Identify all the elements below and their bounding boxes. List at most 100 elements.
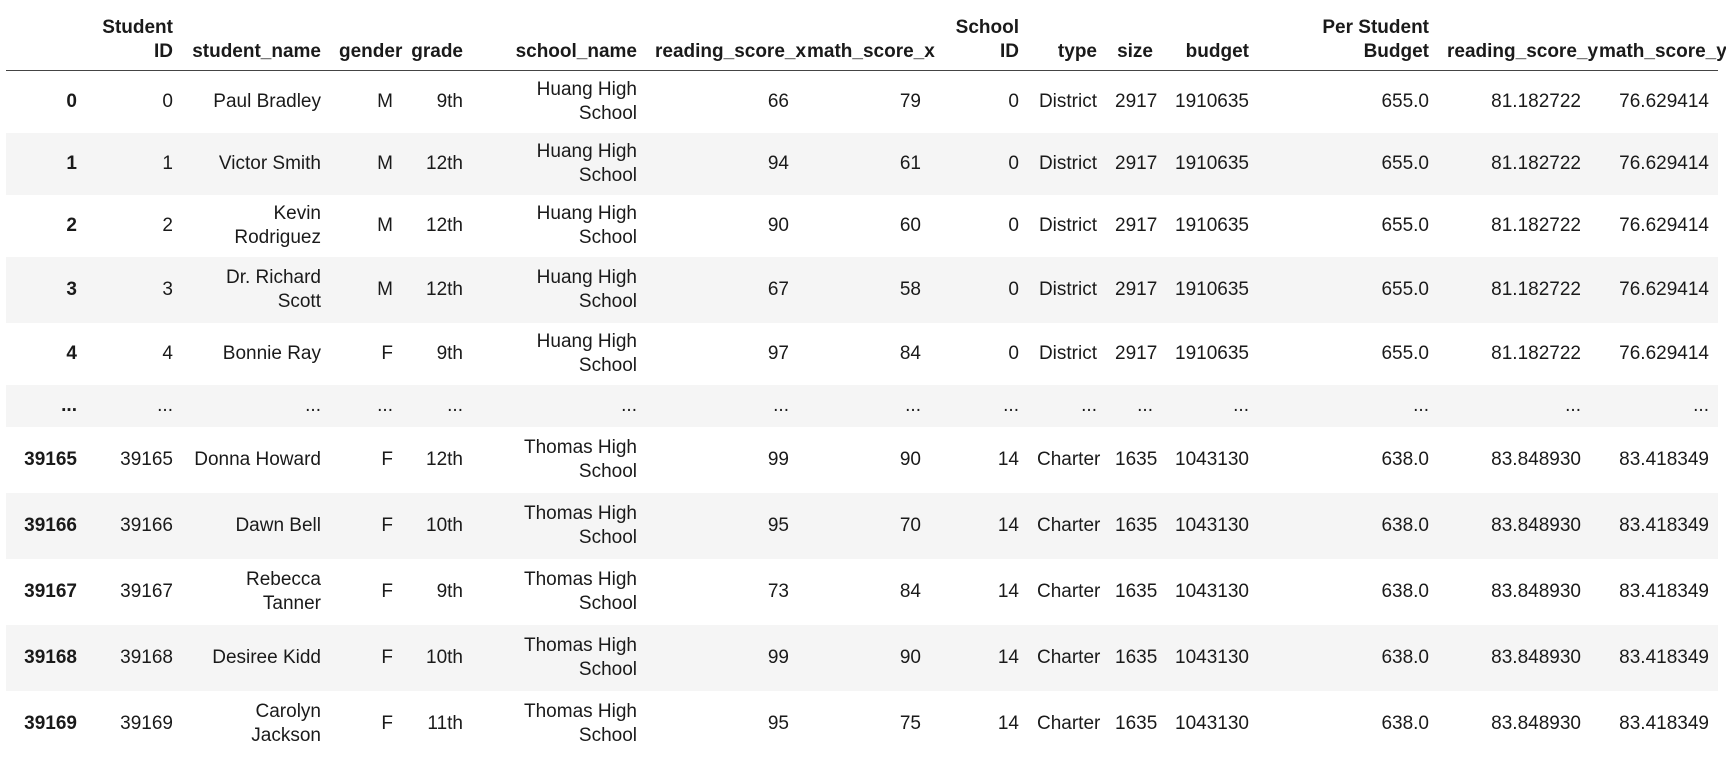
gender-cell: M — [330, 71, 402, 134]
reading-score-y-cell: 83.848930 — [1438, 427, 1590, 493]
type-cell: District — [1028, 323, 1106, 385]
math-score-y-cell: 76.629414 — [1590, 323, 1718, 385]
math-score-y-cell: 76.629414 — [1590, 71, 1718, 134]
school-name-cell: Huang High School — [472, 71, 646, 134]
student-id-cell: 39168 — [86, 625, 182, 691]
student-id-cell: 3 — [86, 257, 182, 323]
math-score-x-cell: 61 — [798, 133, 930, 195]
grade-cell: 12th — [402, 427, 472, 493]
math-score-x-cell: 79 — [798, 71, 930, 134]
per-student-budget-cell: 655.0 — [1258, 133, 1438, 195]
budget-cell: 1910635 — [1162, 133, 1258, 195]
row-index-cell: 3 — [6, 257, 86, 323]
column-header-student-name: student_name — [182, 8, 330, 71]
row-index-cell: 39169 — [6, 691, 86, 757]
student-name-cell: ... — [182, 385, 330, 427]
grade-cell: ... — [402, 385, 472, 427]
student-name-cell: Dr. Richard Scott — [182, 257, 330, 323]
math-score-x-cell: ... — [798, 385, 930, 427]
row-index-cell: ... — [6, 385, 86, 427]
student-name-cell: Paul Bradley — [182, 71, 330, 134]
column-header-reading-score-y: reading_score_y — [1438, 8, 1590, 71]
type-cell: Charter — [1028, 625, 1106, 691]
student-id-cell: 39169 — [86, 691, 182, 757]
gender-cell: F — [330, 323, 402, 385]
size-cell: 2917 — [1106, 323, 1162, 385]
math-score-x-cell: 60 — [798, 195, 930, 257]
reading-score-x-cell: 67 — [646, 257, 798, 323]
type-cell: Charter — [1028, 559, 1106, 625]
budget-cell: 1910635 — [1162, 195, 1258, 257]
budget-cell: ... — [1162, 385, 1258, 427]
per-student-budget-cell: 655.0 — [1258, 71, 1438, 134]
reading-score-x-cell: 99 — [646, 625, 798, 691]
type-cell: District — [1028, 71, 1106, 134]
row-index-cell: 2 — [6, 195, 86, 257]
student-id-cell: 39165 — [86, 427, 182, 493]
math-score-y-cell: 83.418349 — [1590, 427, 1718, 493]
row-index-cell: 0 — [6, 71, 86, 134]
type-cell: District — [1028, 195, 1106, 257]
student-name-cell: Carolyn Jackson — [182, 691, 330, 757]
type-cell: Charter — [1028, 427, 1106, 493]
student-name-cell: Victor Smith — [182, 133, 330, 195]
type-cell: ... — [1028, 385, 1106, 427]
type-cell: District — [1028, 133, 1106, 195]
budget-cell: 1910635 — [1162, 257, 1258, 323]
school-id-cell: 14 — [930, 427, 1028, 493]
math-score-y-cell: 83.418349 — [1590, 493, 1718, 559]
student-id-cell: 0 — [86, 71, 182, 134]
column-header-math-score-y: math_score_y — [1590, 8, 1718, 71]
type-cell: Charter — [1028, 493, 1106, 559]
school-id-cell: ... — [930, 385, 1028, 427]
grade-cell: 12th — [402, 257, 472, 323]
grade-cell: 12th — [402, 195, 472, 257]
grade-cell: 9th — [402, 71, 472, 134]
reading-score-y-cell: 81.182722 — [1438, 195, 1590, 257]
math-score-y-cell: 76.629414 — [1590, 195, 1718, 257]
reading-score-x-cell: ... — [646, 385, 798, 427]
student-name-cell: Desiree Kidd — [182, 625, 330, 691]
gender-cell: F — [330, 493, 402, 559]
reading-score-y-cell: ... — [1438, 385, 1590, 427]
per-student-budget-cell: 638.0 — [1258, 559, 1438, 625]
reading-score-x-cell: 66 — [646, 71, 798, 134]
column-header-type: type — [1028, 8, 1106, 71]
math-score-x-cell: 70 — [798, 493, 930, 559]
gender-cell: M — [330, 133, 402, 195]
size-cell: 1635 — [1106, 625, 1162, 691]
column-header-grade: grade — [402, 8, 472, 71]
budget-cell: 1910635 — [1162, 71, 1258, 134]
school-name-cell: Thomas High School — [472, 427, 646, 493]
school-id-cell: 0 — [930, 257, 1028, 323]
column-header-school-name: school_name — [472, 8, 646, 71]
reading-score-x-cell: 73 — [646, 559, 798, 625]
reading-score-y-cell: 83.848930 — [1438, 625, 1590, 691]
table-row: ........................................… — [6, 385, 1718, 427]
school-name-cell: Thomas High School — [472, 493, 646, 559]
dataframe-table: Student ID student_name gender grade sch… — [6, 8, 1718, 757]
student-name-cell: Donna Howard — [182, 427, 330, 493]
type-cell: Charter — [1028, 691, 1106, 757]
budget-cell: 1043130 — [1162, 625, 1258, 691]
reading-score-y-cell: 83.848930 — [1438, 691, 1590, 757]
student-id-cell: 4 — [86, 323, 182, 385]
size-cell: 1635 — [1106, 559, 1162, 625]
size-cell: 2917 — [1106, 257, 1162, 323]
per-student-budget-cell: 638.0 — [1258, 691, 1438, 757]
per-student-budget-cell: 655.0 — [1258, 323, 1438, 385]
math-score-x-cell: 90 — [798, 625, 930, 691]
math-score-x-cell: 75 — [798, 691, 930, 757]
budget-cell: 1043130 — [1162, 427, 1258, 493]
math-score-x-cell: 84 — [798, 323, 930, 385]
student-id-cell: 1 — [86, 133, 182, 195]
per-student-budget-cell: 638.0 — [1258, 493, 1438, 559]
school-id-cell: 14 — [930, 625, 1028, 691]
size-cell: 1635 — [1106, 427, 1162, 493]
math-score-x-cell: 84 — [798, 559, 930, 625]
student-name-cell: Dawn Bell — [182, 493, 330, 559]
